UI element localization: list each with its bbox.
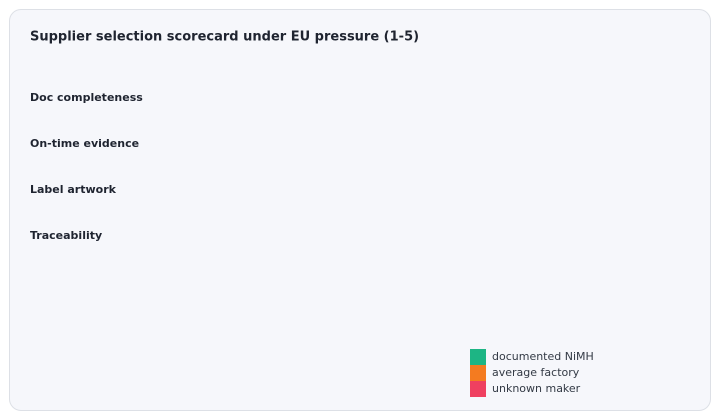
category-label: Traceability	[30, 229, 102, 242]
legend-label: average factory	[492, 366, 580, 379]
legend-swatch	[470, 365, 486, 381]
legend-swatch	[470, 349, 486, 365]
card	[9, 9, 711, 411]
category-label: Label artwork	[30, 183, 117, 196]
legend-label: documented NiMH	[492, 350, 594, 363]
chart-title: Supplier selection scorecard under EU pr…	[30, 30, 419, 45]
legend-label: unknown maker	[492, 382, 581, 395]
category-label: Doc completeness	[30, 91, 143, 104]
legend-swatch	[470, 381, 486, 397]
category-label: On-time evidence	[30, 137, 139, 150]
